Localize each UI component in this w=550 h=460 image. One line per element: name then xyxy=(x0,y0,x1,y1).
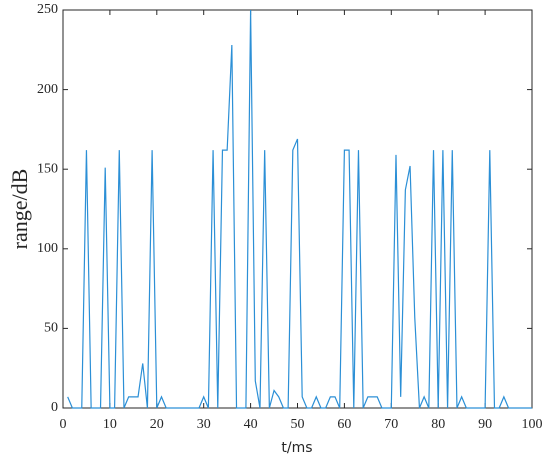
x-tick-label: 30 xyxy=(197,417,211,432)
x-tick-label: 100 xyxy=(522,417,543,432)
x-tick-label: 90 xyxy=(478,417,492,432)
x-tick-label: 80 xyxy=(431,417,445,432)
y-axis-label: range/dB xyxy=(7,169,32,250)
x-tick-label: 70 xyxy=(384,417,398,432)
x-tick-label: 60 xyxy=(337,417,351,432)
x-axis-label: t/ms xyxy=(281,440,312,456)
x-tick-label: 40 xyxy=(244,417,258,432)
x-tick-label: 20 xyxy=(150,417,164,432)
y-tick-label: 200 xyxy=(37,82,58,97)
y-tick-label: 100 xyxy=(37,241,58,256)
x-tick-label: 50 xyxy=(291,417,305,432)
data-line xyxy=(67,9,532,409)
plot-frame xyxy=(62,9,533,409)
y-tick-label: 150 xyxy=(37,161,58,176)
y-tick-label: 0 xyxy=(51,400,58,415)
x-tick-label: 10 xyxy=(103,417,117,432)
x-tick-label: 0 xyxy=(60,417,67,432)
y-tick-label: 250 xyxy=(37,2,58,17)
y-tick-label: 50 xyxy=(44,321,58,336)
